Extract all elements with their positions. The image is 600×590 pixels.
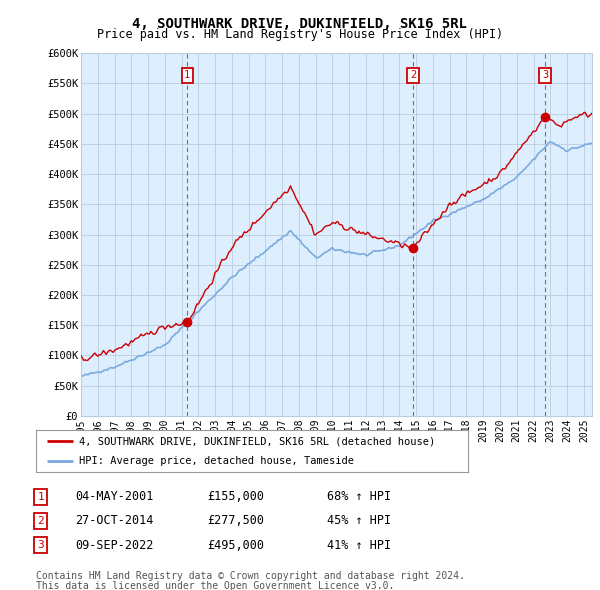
Text: 1: 1 (184, 70, 190, 80)
Text: Price paid vs. HM Land Registry's House Price Index (HPI): Price paid vs. HM Land Registry's House … (97, 28, 503, 41)
Text: 4, SOUTHWARK DRIVE, DUKINFIELD, SK16 5RL (detached house): 4, SOUTHWARK DRIVE, DUKINFIELD, SK16 5RL… (79, 437, 436, 447)
Text: 68% ↑ HPI: 68% ↑ HPI (327, 490, 391, 503)
Text: 2: 2 (37, 516, 44, 526)
Text: £495,000: £495,000 (207, 539, 264, 552)
Text: £155,000: £155,000 (207, 490, 264, 503)
Text: 3: 3 (37, 540, 44, 550)
Text: Contains HM Land Registry data © Crown copyright and database right 2024.: Contains HM Land Registry data © Crown c… (36, 571, 465, 581)
Text: 04-MAY-2001: 04-MAY-2001 (75, 490, 154, 503)
Text: 2: 2 (410, 70, 416, 80)
Text: 45% ↑ HPI: 45% ↑ HPI (327, 514, 391, 527)
Text: 27-OCT-2014: 27-OCT-2014 (75, 514, 154, 527)
Text: 41% ↑ HPI: 41% ↑ HPI (327, 539, 391, 552)
Text: £277,500: £277,500 (207, 514, 264, 527)
Text: HPI: Average price, detached house, Tameside: HPI: Average price, detached house, Tame… (79, 457, 354, 466)
Text: 1: 1 (37, 492, 44, 502)
Text: 09-SEP-2022: 09-SEP-2022 (75, 539, 154, 552)
Text: This data is licensed under the Open Government Licence v3.0.: This data is licensed under the Open Gov… (36, 581, 394, 590)
Text: 4, SOUTHWARK DRIVE, DUKINFIELD, SK16 5RL: 4, SOUTHWARK DRIVE, DUKINFIELD, SK16 5RL (133, 17, 467, 31)
Text: 3: 3 (542, 70, 548, 80)
